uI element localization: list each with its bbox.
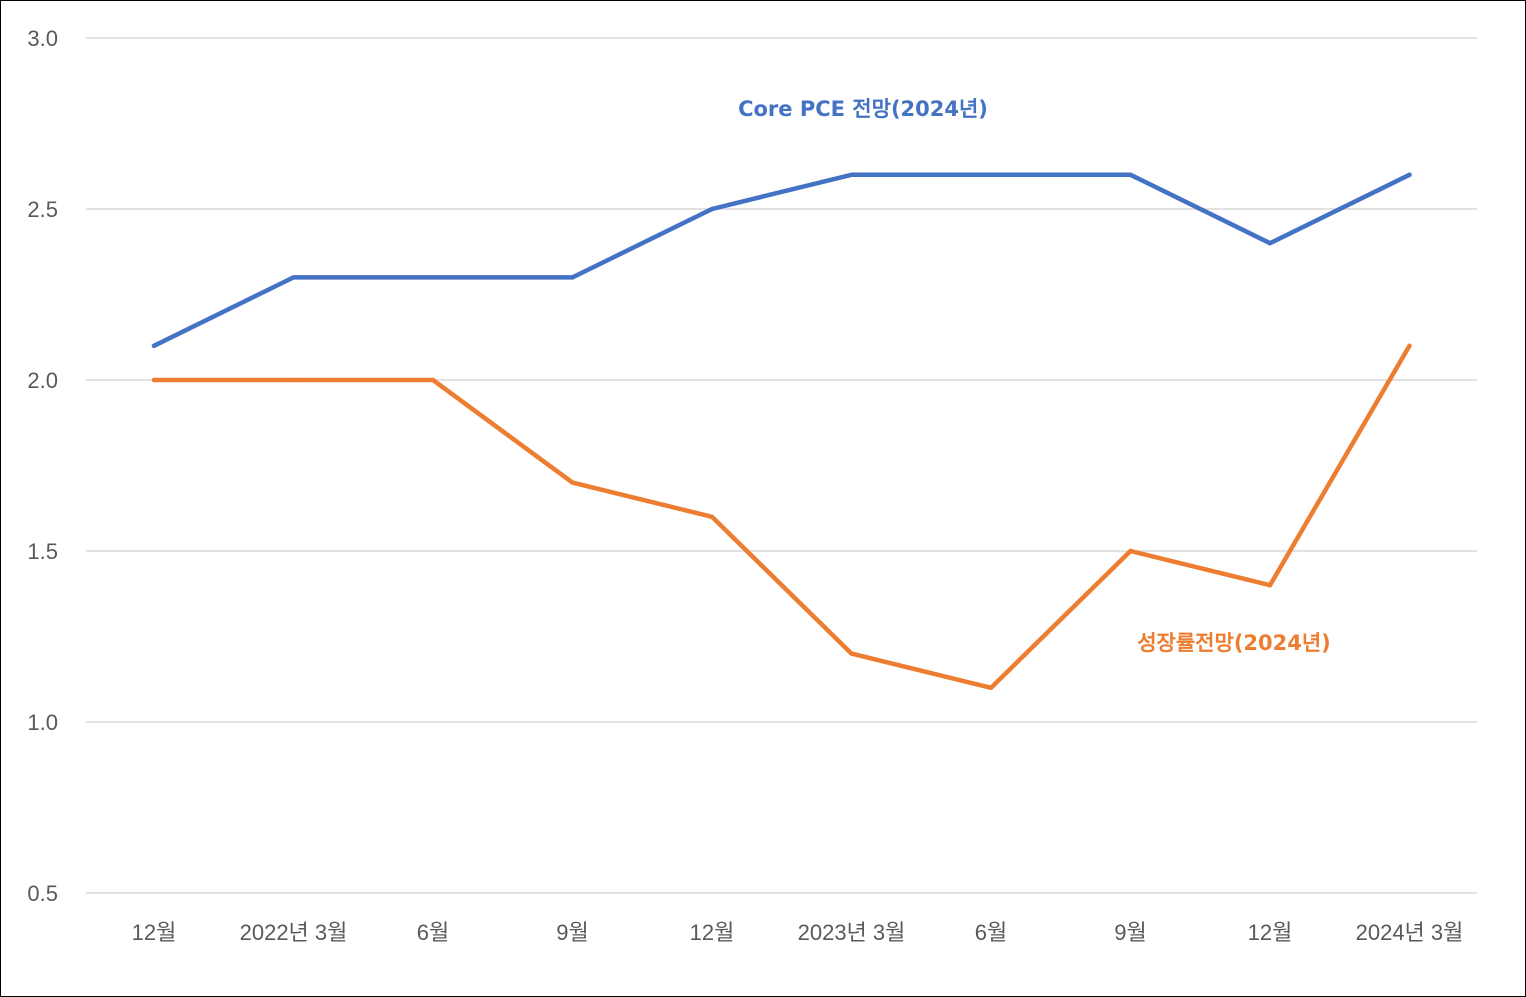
data-point (291, 377, 296, 383)
series-label-growth: 성장률전망(2024년) (1137, 631, 1331, 655)
data-point (1267, 583, 1273, 588)
data-point (151, 343, 157, 348)
data-point (709, 514, 715, 519)
series-lines (151, 172, 1412, 691)
x-tick-label: 2024년 3월 (1356, 920, 1464, 945)
x-tick-label: 12월 (132, 920, 177, 945)
x-tick-label: 12월 (1248, 920, 1293, 945)
data-point (988, 172, 994, 177)
data-point (988, 685, 994, 690)
x-tick-label: 6월 (417, 920, 449, 945)
data-point (570, 480, 575, 485)
y-tick-label: 3.0 (27, 26, 58, 51)
x-tick-label: 12월 (690, 920, 735, 945)
x-tick-label: 2023년 3월 (798, 920, 906, 945)
series-labels: Core PCE 전망(2024년) 성장률전망(2024년) (738, 97, 1331, 655)
x-axis-tick-labels: 12월 2022년 3월 6월 9월 12월 2023년 3월 6월 9월 12월 2024년 3… (132, 920, 1464, 945)
data-point (1407, 172, 1412, 177)
data-point (1128, 548, 1133, 554)
y-tick-label: 1.0 (27, 710, 58, 735)
data-point (151, 377, 157, 383)
data-point (1407, 343, 1412, 348)
x-tick-label: 6월 (975, 920, 1007, 945)
y-tick-label: 1.5 (27, 539, 58, 564)
data-point (1267, 241, 1273, 246)
x-tick-label: 9월 (556, 920, 588, 945)
gridlines (86, 37, 1477, 894)
y-tick-label: 2.0 (27, 368, 58, 393)
y-axis-tick-labels: 0.5 1.0 1.5 2.0 2.5 3.0 (27, 26, 58, 906)
series-line-1 (151, 343, 1412, 691)
series-1 (151, 343, 1412, 691)
data-point (1128, 172, 1133, 177)
data-point (430, 275, 436, 280)
series-label-core-pce: Core PCE 전망(2024년) (738, 97, 988, 121)
y-tick-label: 2.5 (27, 197, 58, 222)
data-point (570, 275, 575, 280)
series-0 (151, 172, 1412, 349)
data-point (291, 275, 296, 280)
x-tick-label: 9월 (1114, 920, 1146, 945)
series-line-0 (151, 172, 1412, 349)
data-point (709, 206, 715, 212)
data-point (849, 651, 854, 656)
data-point (430, 377, 436, 383)
data-point (849, 172, 854, 177)
x-tick-label: 2022년 3월 (240, 920, 348, 945)
y-tick-label: 0.5 (27, 881, 58, 906)
